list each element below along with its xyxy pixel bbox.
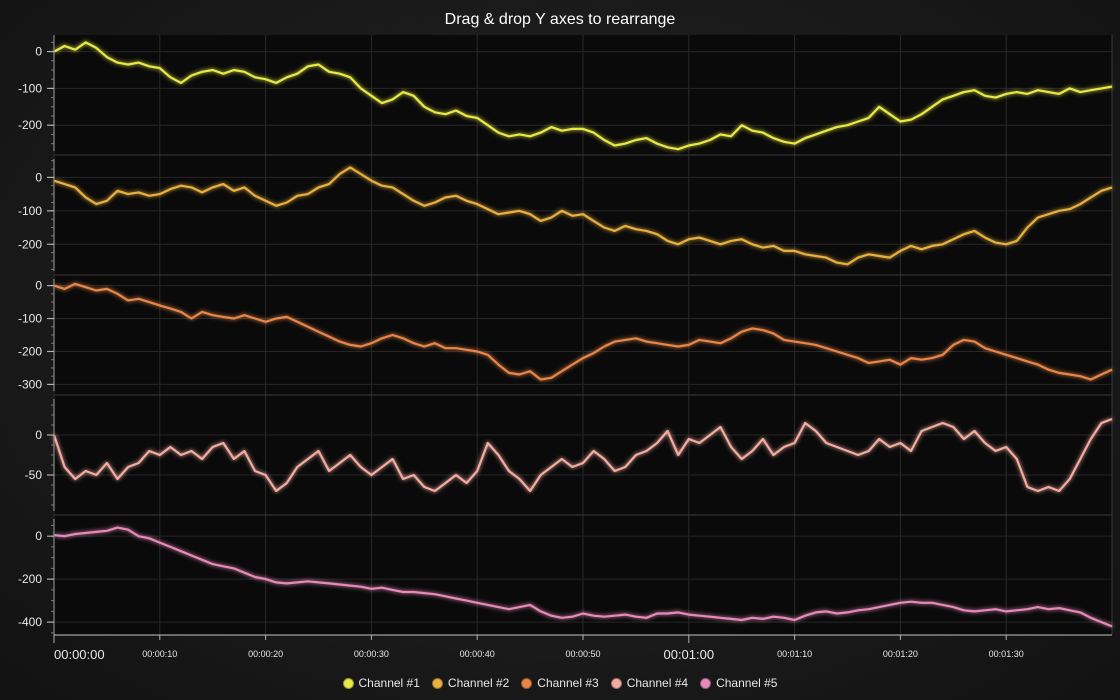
y-axis-channel-5[interactable]: 0 -200 -400: [18, 519, 54, 635]
legend-label: Channel #1: [359, 676, 420, 690]
legend-label: Channel #4: [627, 676, 688, 690]
legend-label: Channel #5: [716, 676, 777, 690]
legend-swatch-icon: [343, 678, 354, 689]
y-tick-label: -200: [18, 572, 42, 586]
y-axis-channel-4[interactable]: 0 -50: [25, 399, 54, 511]
x-tick-label: 00:01:10: [777, 649, 812, 659]
legend-swatch-icon: [432, 678, 443, 689]
x-tick-label: 00:00:40: [460, 649, 495, 659]
x-tick-label: 00:00:50: [565, 649, 600, 659]
y-tick-label: -400: [18, 615, 42, 629]
y-tick-label: 0: [35, 45, 42, 59]
legend-item-channel-4[interactable]: Channel #4: [611, 676, 688, 690]
y-tick-label: -200: [18, 344, 42, 358]
y-tick-label: -100: [18, 312, 42, 326]
legend-swatch-icon: [700, 678, 711, 689]
y-axes: 0 -100 -200 0 -100 -200 0 -100 -200 -300 0 -50 0 -200…: [18, 35, 54, 635]
y-tick-label: -300: [18, 377, 42, 391]
y-tick-label: -200: [18, 237, 42, 251]
y-tick-label: -100: [18, 81, 42, 95]
legend-item-channel-3[interactable]: Channel #3: [521, 676, 598, 690]
y-axis-channel-2[interactable]: 0 -100 -200: [18, 159, 54, 271]
x-tick-label: 00:00:00: [54, 647, 105, 662]
y-tick-label: 0: [35, 428, 42, 442]
legend-item-channel-2[interactable]: Channel #2: [432, 676, 509, 690]
y-tick-label: -100: [18, 204, 42, 218]
y-tick-label: 0: [35, 279, 42, 293]
legend-swatch-icon: [521, 678, 532, 689]
legend-swatch-icon: [611, 678, 622, 689]
x-tick-label: 00:00:20: [248, 649, 283, 659]
x-axis: 00:00:00 00:00:10 00:00:20 00:00:30 00:00:40…: [54, 635, 1112, 662]
x-tick-label: 00:00:30: [354, 649, 389, 659]
y-tick-label: -50: [25, 468, 43, 482]
x-tick-label: 00:01:20: [883, 649, 918, 659]
y-tick-label: 0: [35, 529, 42, 543]
x-tick-label: 00:01:00: [663, 647, 714, 662]
x-tick-label: 00:01:30: [989, 649, 1024, 659]
legend-label: Channel #3: [537, 676, 598, 690]
legend-item-channel-1[interactable]: Channel #1: [343, 676, 420, 690]
chart-title: Drag & drop Y axes to rearrange: [445, 11, 676, 28]
y-tick-label: 0: [35, 170, 42, 184]
legend-label: Channel #2: [448, 676, 509, 690]
legend-item-channel-5[interactable]: Channel #5: [700, 676, 777, 690]
legend: Channel #1 Channel #2 Channel #3 Channel #4…: [0, 672, 1120, 694]
y-axis-channel-1[interactable]: 0 -100 -200: [18, 35, 54, 151]
y-tick-label: -200: [18, 118, 42, 132]
y-axis-channel-3[interactable]: 0 -100 -200 -300: [18, 279, 54, 392]
x-tick-label: 00:00:10: [142, 649, 177, 659]
